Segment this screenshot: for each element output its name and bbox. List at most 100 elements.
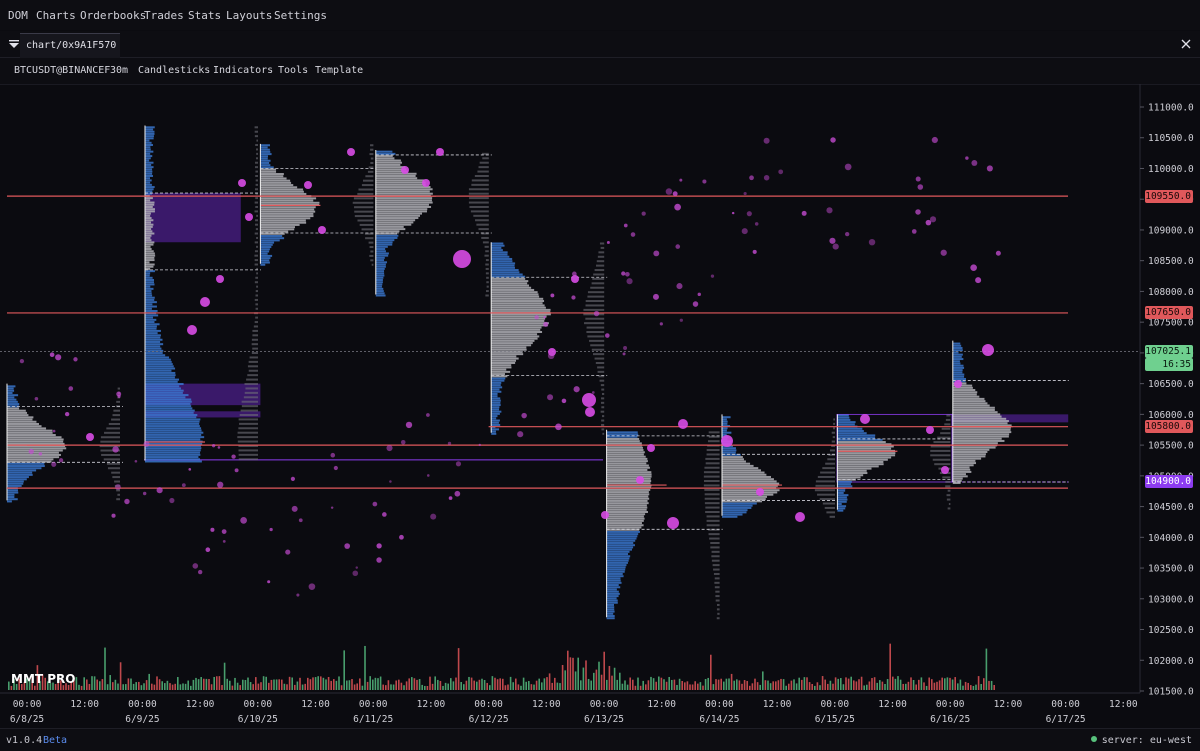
trade-bubble — [422, 179, 430, 187]
x-tick-label: 12:00 — [70, 699, 99, 710]
x-tick-label: 00:00 — [13, 699, 42, 710]
trade-bubble — [621, 271, 626, 276]
trade-bubble — [605, 333, 610, 338]
trade-bubble — [55, 354, 62, 361]
y-tick-label: 102000.0 — [1148, 656, 1194, 667]
trade-bubble — [647, 444, 655, 452]
trade-bubble — [940, 249, 947, 256]
trade-bubble — [626, 278, 633, 285]
tools-button[interactable]: Tools — [278, 65, 309, 76]
trade-bubble — [731, 211, 735, 215]
trade-bubble — [143, 441, 150, 447]
menu-item-layouts[interactable]: Layouts — [226, 9, 273, 22]
x-date-label: 6/13/25 — [584, 714, 624, 725]
trade-bubble — [915, 209, 921, 215]
menu-item-charts[interactable]: Charts — [36, 9, 76, 22]
trade-bubble — [290, 476, 296, 481]
volume-profile-day-4 — [490, 242, 608, 435]
trade-bubble — [267, 580, 271, 584]
trade-bubble — [743, 191, 747, 196]
template-button[interactable]: Template — [315, 65, 364, 76]
y-tick-label: 109000.0 — [1148, 225, 1194, 236]
trade-bubble — [975, 277, 982, 284]
tab-bar: chart/0x9A1F570 — [0, 31, 1200, 58]
trade-bubble — [330, 452, 336, 458]
trade-bubble — [601, 511, 609, 519]
x-tick-label: 00:00 — [1051, 699, 1080, 710]
trade-bubble — [630, 232, 636, 237]
symbol-selector[interactable]: BTCUSDT@BINANCEF — [14, 65, 111, 76]
timeframe-selector[interactable]: 30m — [110, 65, 129, 76]
menu-item-stats[interactable]: Stats — [188, 9, 222, 22]
trade-bubble — [926, 426, 934, 434]
trade-bubble — [561, 398, 567, 404]
trade-bubble — [234, 468, 239, 473]
menu-item-dom[interactable]: DOM — [8, 9, 28, 22]
trade-bubble — [721, 435, 733, 447]
trade-bubble — [34, 396, 39, 401]
x-tick-label: 00:00 — [243, 699, 272, 710]
menu-toggle-icon[interactable] — [9, 39, 19, 49]
trade-bubble — [372, 501, 378, 507]
trade-bubble — [931, 136, 938, 144]
menu-item-orderbooks[interactable]: Orderbooks — [80, 9, 147, 22]
trade-bubble — [216, 275, 224, 283]
menu-item-settings[interactable]: Settings — [274, 9, 327, 22]
volume-profile-day-5 — [606, 429, 723, 620]
price-chart[interactable]: 111000.0110500.0110000.0109500.0109000.0… — [0, 84, 1200, 728]
volume-profile-day-6 — [721, 414, 838, 518]
trade-bubble — [205, 547, 211, 553]
trade-bubble — [591, 391, 595, 394]
y-tick-label: 105500.0 — [1148, 441, 1194, 452]
trade-bubble — [211, 443, 216, 448]
tab-chart[interactable]: chart/0x9A1F570 — [20, 33, 120, 58]
trade-bubble — [868, 238, 876, 246]
trade-bubble — [386, 444, 393, 452]
trade-bubble — [347, 148, 355, 156]
trade-bubble — [692, 301, 699, 307]
beta-badge: Beta — [43, 735, 68, 746]
y-tick-label: 111000.0 — [1148, 103, 1194, 114]
y-tick-label: 108500.0 — [1148, 256, 1194, 267]
trade-bubble — [304, 181, 312, 189]
trade-bubble — [547, 352, 555, 360]
trade-bubble — [623, 346, 628, 350]
x-date-label: 6/8/25 — [10, 714, 44, 725]
x-tick-label: 12:00 — [532, 699, 561, 710]
x-tick-label: 12:00 — [186, 699, 215, 710]
chart-type-selector[interactable]: Candlesticks — [138, 65, 211, 76]
trade-bubble — [641, 211, 646, 216]
y-tick-label: 103000.0 — [1148, 594, 1194, 605]
x-tick-label: 12:00 — [763, 699, 792, 710]
server-status: server: eu-west — [1090, 735, 1192, 746]
trade-bubble — [231, 454, 236, 459]
trade-bubble — [400, 439, 406, 445]
volume-profile-day-1 — [144, 125, 261, 463]
volume-profile-day-3 — [375, 150, 492, 297]
trade-bubble — [801, 210, 807, 216]
trade-bubble — [355, 566, 358, 569]
trade-bubble — [308, 583, 316, 590]
trade-bubble — [679, 178, 683, 182]
trade-bubble — [192, 563, 199, 569]
close-icon[interactable] — [1181, 39, 1191, 49]
trade-bubble — [430, 513, 437, 520]
trade-bubble — [965, 156, 969, 160]
menu-item-trades[interactable]: Trades — [144, 9, 184, 22]
trade-bubble — [453, 250, 471, 268]
trade-bubble — [376, 543, 382, 549]
trade-bubble — [763, 174, 770, 181]
x-date-label: 6/10/25 — [238, 714, 278, 725]
volume-profile-day-0 — [6, 383, 123, 503]
trade-bubble — [117, 394, 121, 398]
trade-bubble — [752, 249, 757, 254]
trade-bubble — [245, 213, 253, 221]
tab-title: chart/0x9A1F570 — [26, 40, 117, 51]
x-date-label: 6/9/25 — [125, 714, 159, 725]
brand-logo: MMT PRO — [11, 672, 76, 686]
trade-bubble — [534, 315, 539, 320]
indicators-button[interactable]: Indicators — [213, 65, 274, 76]
trade-bubble — [448, 496, 453, 500]
trade-bubble — [571, 295, 576, 300]
trade-bubble — [478, 443, 481, 447]
